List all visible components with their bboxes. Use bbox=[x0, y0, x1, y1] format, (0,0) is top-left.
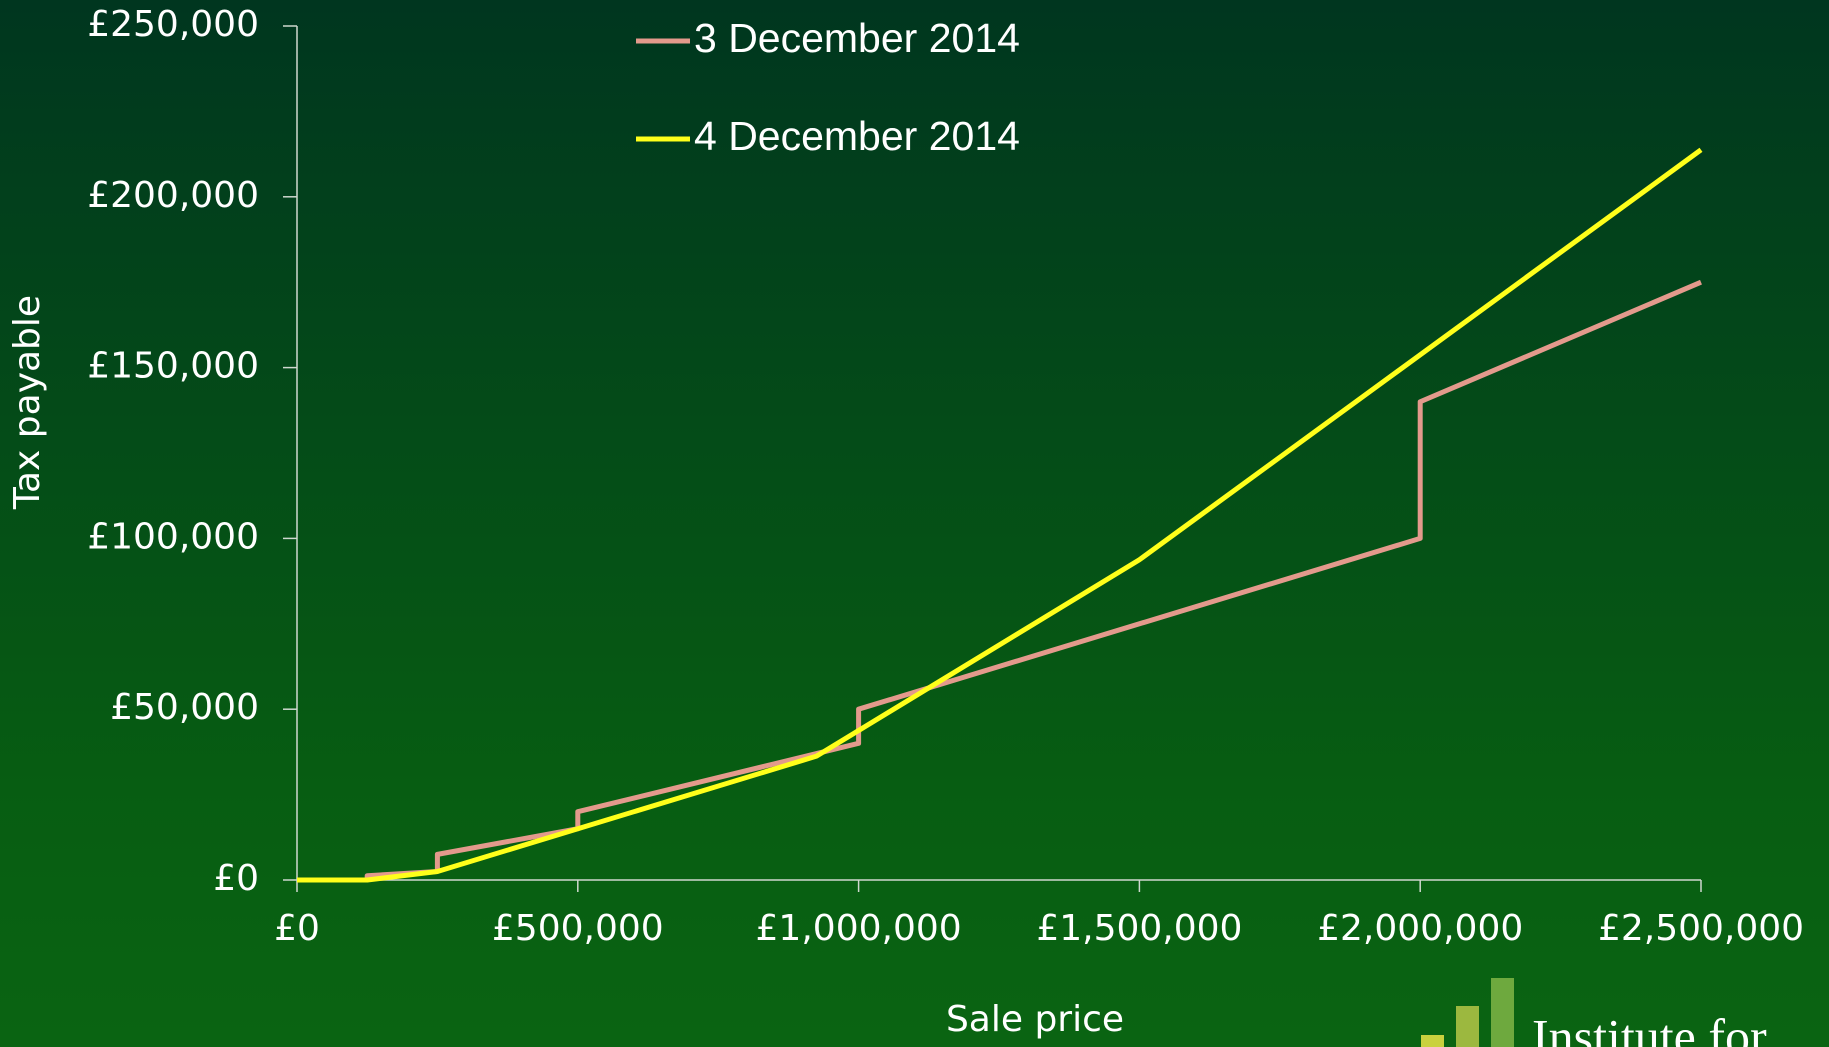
y-tick-label: £250,000 bbox=[87, 4, 259, 45]
x-axis-title: Sale price bbox=[946, 999, 1124, 1040]
y-tick-label: £200,000 bbox=[87, 175, 259, 216]
logo-text: Institute for bbox=[1532, 1008, 1767, 1047]
x-tick-label: £2,000,000 bbox=[1317, 908, 1523, 949]
y-axis-title: Tax payable bbox=[7, 295, 48, 510]
line-series bbox=[297, 279, 1702, 883]
logo-bar bbox=[1456, 1006, 1479, 1047]
y-tick-label: £100,000 bbox=[87, 516, 259, 557]
logo-bar bbox=[1421, 1035, 1444, 1047]
y-tick-label: £50,000 bbox=[110, 687, 259, 728]
x-tick-label: £1,500,000 bbox=[1036, 908, 1242, 949]
legend-label: 3 December 2014 bbox=[694, 15, 1020, 61]
x-tick-label: £1,000,000 bbox=[756, 908, 962, 949]
logo-bar bbox=[1491, 978, 1514, 1047]
x-tick-label: £500,000 bbox=[492, 908, 664, 949]
x-tick-label: £2,500,000 bbox=[1598, 908, 1804, 949]
line-series bbox=[297, 147, 1703, 883]
y-tick-label: £150,000 bbox=[87, 346, 259, 387]
x-tick-label: £0 bbox=[274, 908, 320, 949]
y-tick-label: £0 bbox=[213, 858, 259, 899]
legend-label: 4 December 2014 bbox=[694, 113, 1020, 159]
